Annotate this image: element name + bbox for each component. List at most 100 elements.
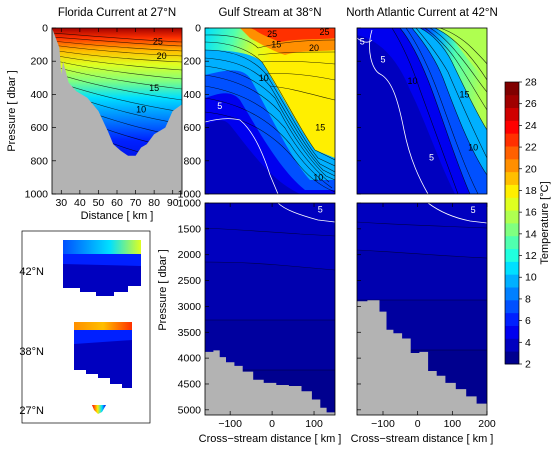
gulf-lower-y-tick-label: 2500 <box>178 275 202 287</box>
colorbar-tick-label: 18 <box>525 185 537 197</box>
florida-x-ticks: 30 40 50 60 70 80 90 <box>55 28 179 209</box>
colorbar-tick-label: 14 <box>525 228 537 240</box>
gulf-upper-contour-label: 20 <box>309 43 319 53</box>
florida-ylabel: Pressure [ dbar ] <box>6 70 18 151</box>
colorbar-tick-label: 24 <box>525 120 537 132</box>
nac-upper-isotherms <box>391 28 487 194</box>
colorbar-swatch <box>505 94 519 109</box>
florida-contour-labels: 25 20 15 10 <box>136 36 167 114</box>
gulf-upper-y-tick-label: 600 <box>183 122 201 134</box>
gulf-lower-y-tick-label: 5000 <box>178 404 202 416</box>
colorbar-swatch <box>505 120 519 134</box>
gulf-lower-y-tick-label: 2000 <box>178 249 202 261</box>
north-atlantic-title: North Atlantic Current at 42°N <box>346 7 498 19</box>
florida-contour-label: 20 <box>157 51 167 61</box>
nac-lower-frame <box>356 202 488 416</box>
florida-y-tick-label: 1000 <box>25 189 49 201</box>
colorbar-swatch <box>505 146 519 160</box>
gulf-upper-contour-label: 10 <box>259 73 269 83</box>
colorbar-swatch <box>505 133 519 147</box>
florida-panel: 25 20 15 10 30 40 50 60 70 80 90 0 200 400 600 800 100… <box>6 23 183 222</box>
inset-section-42n <box>63 240 141 296</box>
gulf-upper-y-tick-label: 1000 <box>178 189 202 201</box>
nac-x-tick-label: −100 <box>371 418 395 430</box>
florida-seafloor <box>52 28 182 194</box>
nac-upper-contour-labels: 5 5 10 15 10 5 <box>360 36 478 162</box>
gulf-lower-y-tick-label: 4500 <box>178 378 202 390</box>
colorbar-tick-label: 28 <box>525 77 537 89</box>
florida-x-tick-label: 80 <box>148 197 160 209</box>
gulf-lower-contour-labels: 5 <box>318 205 323 215</box>
gulf-x-tick-label: 0 <box>269 418 275 430</box>
colorbar-swatch <box>505 274 519 288</box>
colorbar-swatches <box>505 82 519 365</box>
inset-section-27n <box>92 405 106 414</box>
colorbar-tick-label: 8 <box>525 293 531 305</box>
gulf-x-tick-label: 100 <box>305 418 323 430</box>
colorbar-swatch <box>505 210 519 224</box>
colorbar-swatch <box>505 338 519 352</box>
gulf-stream-title: Gulf Stream at 38°N <box>218 7 321 19</box>
gulf-upper-contour-label: 25 <box>319 27 329 37</box>
colorbar-swatch <box>505 248 519 262</box>
nac-x-tick-label: 200 <box>478 418 496 430</box>
florida-y-ticks: 0 200 400 600 800 1000 <box>25 23 56 201</box>
nac-upper-contour-label: 10 <box>468 143 478 153</box>
colorbar-tick-label: 12 <box>525 250 537 262</box>
nac-seafloor <box>357 300 487 415</box>
gulf-upper-contour-label: 5 <box>217 101 222 111</box>
gulf-lower-frame <box>204 202 336 416</box>
gulf-isotherm-5-lower <box>277 202 336 223</box>
nac-upper-contour-label: 5 <box>380 55 385 65</box>
colorbar-swatch <box>505 107 519 121</box>
florida-y-tick-label: 400 <box>30 89 48 101</box>
nac-upper-contour-label: 5 <box>360 36 365 46</box>
florida-contour-label: 15 <box>149 83 159 93</box>
gulf-upper-y-tick-label: 800 <box>183 155 201 167</box>
colorbar-swatch <box>505 197 519 211</box>
gulf-upper-contour-label: 25 <box>267 29 277 39</box>
florida-contour-label: 10 <box>136 104 146 114</box>
gulf-lower-y-tick-label: 1500 <box>178 223 202 235</box>
florida-title: Florida Current at 27°N <box>58 7 176 19</box>
nac-xlabel: Cross−stream distance [ km ] <box>351 433 494 445</box>
nac-lower-contour-labels: 5 <box>471 205 476 215</box>
gulf-lower-y-tick-label: 3000 <box>178 301 202 313</box>
florida-y-tick-label: 0 <box>42 23 48 35</box>
gulf-lower-contour-label: 5 <box>318 205 323 215</box>
florida-y-tick-label: 200 <box>30 56 48 68</box>
colorbar-swatch <box>505 299 519 314</box>
gulf-upper-frame <box>204 27 336 195</box>
florida-x-tick-label: 70 <box>130 197 142 209</box>
colorbar-label: Temperature [°C] <box>539 181 551 264</box>
florida-x-tick-label: 40 <box>74 197 86 209</box>
gulf-upper-contour-label: 15 <box>271 40 281 50</box>
gulf-upper-y-tick-label: 400 <box>183 89 201 101</box>
gulf-band-15 <box>205 28 335 158</box>
colorbar-tick-label: 20 <box>525 163 537 175</box>
colorbar-swatch <box>505 184 519 198</box>
gulf-seafloor <box>205 350 335 415</box>
gulf-band-hot <box>250 28 335 42</box>
nac-upper-contour-label: 5 <box>429 153 434 163</box>
colorbar-swatch <box>505 287 519 301</box>
gulf-xlabel: Cross−stream distance [ km ] <box>199 433 342 445</box>
gulf-upper-layers <box>205 28 335 194</box>
colorbar-tick-label: 2 <box>525 359 531 371</box>
nac-isotherm-5-lower <box>427 202 488 224</box>
nac-upper-panel: 5 5 10 15 10 5 <box>356 27 488 195</box>
nac-isotherm-5-upper <box>369 29 429 194</box>
nac-upper-contour-label: 15 <box>459 89 469 99</box>
inset-section-38n <box>74 322 132 388</box>
colorbar-swatch <box>505 261 519 275</box>
colorbar-swatch <box>505 351 519 365</box>
gulf-x-ticks: −100 0 100 <box>218 203 323 430</box>
colorbar-swatch <box>505 235 519 250</box>
nac-x-tick-label: 100 <box>444 418 462 430</box>
